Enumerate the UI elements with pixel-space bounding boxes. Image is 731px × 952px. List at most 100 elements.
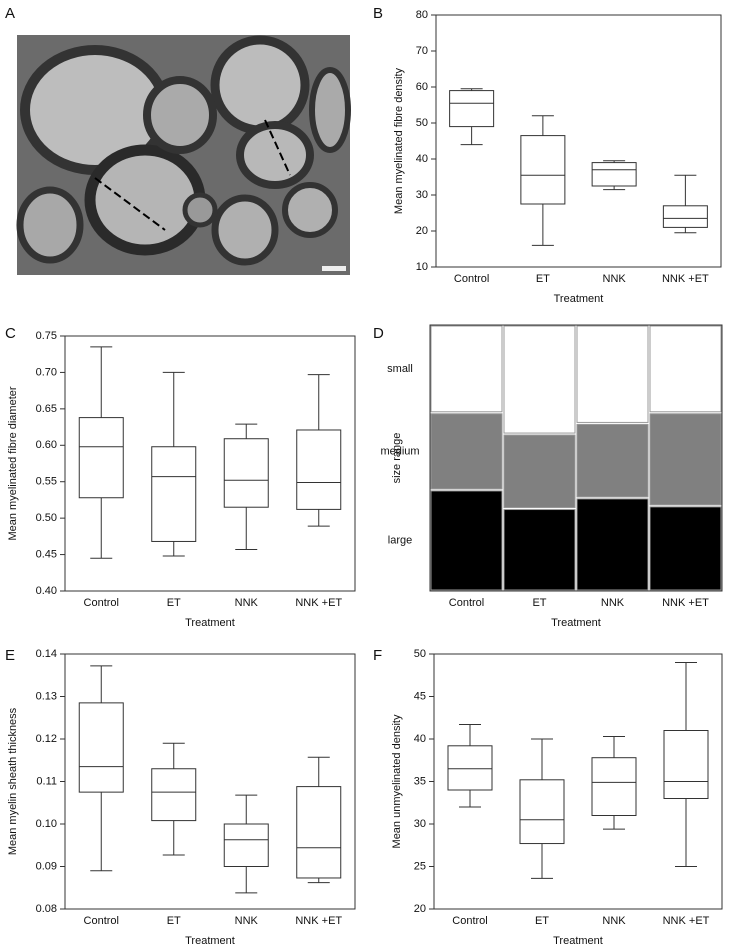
box — [151, 768, 197, 822]
box — [662, 205, 708, 228]
x-tick-label: ET — [167, 915, 181, 927]
box — [78, 702, 124, 793]
mosaic-cell — [430, 490, 503, 591]
plot-frame — [64, 335, 356, 592]
box — [520, 135, 566, 205]
mosaic-cell — [649, 506, 722, 591]
y-axis-label: Mean myelinated fibre density — [393, 67, 405, 214]
y-tick-label: 0.13 — [36, 690, 57, 702]
y-tick-label: 0.65 — [36, 403, 57, 415]
x-axis-label: Treatment — [553, 935, 603, 947]
mosaic-cell — [430, 413, 503, 490]
y-tick-label: 80 — [416, 9, 428, 21]
y-tick-label: 0.45 — [36, 548, 57, 560]
mosaic-cell — [576, 325, 649, 423]
box — [591, 162, 637, 187]
y-tick-label: 25 — [414, 860, 426, 872]
panel-label: B — [373, 5, 383, 22]
y-tick-label: 40 — [414, 733, 426, 745]
x-axis-label: Treatment — [185, 935, 235, 947]
x-tick-label: Control — [84, 915, 119, 927]
x-tick-label: Control — [452, 915, 487, 927]
box — [296, 786, 342, 879]
y-axis-label: Mean unmyelinated density — [391, 714, 403, 848]
mosaic-cell — [503, 434, 576, 509]
x-tick-label: NNK — [602, 915, 626, 927]
y-tick-label: 60 — [416, 81, 428, 93]
y-axis-label: size range — [391, 433, 403, 484]
x-tick-label: NNK +ET — [662, 597, 709, 609]
mosaic-cell — [503, 509, 576, 591]
x-tick-label: NNK +ET — [295, 915, 342, 927]
micrograph — [16, 35, 351, 275]
y-tick-label: 40 — [416, 153, 428, 165]
x-tick-label: NNK +ET — [663, 915, 710, 927]
mosaic-cell — [649, 325, 722, 413]
y-tick-label: 0.09 — [36, 860, 57, 872]
y-tick-label: 30 — [414, 818, 426, 830]
y-tick-label: 0.40 — [36, 585, 57, 597]
y-tick-label: 0.50 — [36, 512, 57, 524]
y-tick-label: 0.75 — [36, 330, 57, 342]
y-axis-label: Mean myelin sheath thickness — [7, 707, 19, 855]
y-tick-label: 50 — [416, 117, 428, 129]
y-tick-label: 10 — [416, 261, 428, 273]
mosaic-cell — [576, 423, 649, 498]
y-category-label: medium — [380, 445, 419, 457]
y-axis-label: Mean myelinated fibre diameter — [7, 386, 19, 540]
box — [151, 446, 197, 542]
y-tick-label: 45 — [414, 690, 426, 702]
box — [223, 823, 269, 867]
box — [447, 745, 493, 791]
x-tick-label: NNK — [235, 915, 259, 927]
x-tick-label: NNK +ET — [662, 273, 709, 285]
mosaic-cell — [649, 413, 722, 506]
x-tick-label: ET — [532, 597, 546, 609]
y-tick-label: 70 — [416, 45, 428, 57]
x-tick-label: Control — [449, 597, 484, 609]
x-axis-label: Treatment — [185, 617, 235, 629]
x-tick-label: Control — [84, 597, 119, 609]
plot-frame — [435, 14, 722, 268]
panel-label: E — [5, 647, 15, 664]
box — [591, 757, 637, 817]
x-tick-label: NNK — [601, 597, 625, 609]
x-tick-label: Control — [454, 273, 489, 285]
panel-label: F — [373, 647, 382, 664]
box — [449, 90, 495, 128]
x-tick-label: NNK — [235, 597, 259, 609]
box — [296, 429, 342, 510]
y-tick-label: 0.11 — [36, 775, 57, 787]
x-tick-label: ET — [167, 597, 181, 609]
y-category-label: small — [387, 363, 413, 375]
y-tick-label: 0.14 — [36, 648, 57, 660]
mosaic-cell — [576, 498, 649, 591]
y-tick-label: 50 — [414, 648, 426, 660]
y-tick-label: 30 — [416, 189, 428, 201]
x-tick-label: NNK — [603, 273, 627, 285]
panel-label: D — [373, 325, 384, 342]
y-tick-label: 0.08 — [36, 903, 57, 915]
y-tick-label: 0.70 — [36, 366, 57, 378]
box — [223, 438, 269, 508]
mosaic-cell — [503, 325, 576, 434]
plot-frame — [429, 324, 723, 592]
panel-label: C — [5, 325, 16, 342]
mosaic-cell — [430, 325, 503, 413]
box — [663, 730, 709, 799]
y-tick-label: 0.60 — [36, 439, 57, 451]
y-tick-label: 35 — [414, 775, 426, 787]
box — [78, 417, 124, 499]
y-tick-label: 0.10 — [36, 818, 57, 830]
x-axis-label: Treatment — [551, 617, 601, 629]
y-tick-label: 20 — [414, 903, 426, 915]
y-tick-label: 0.12 — [36, 733, 57, 745]
x-axis-label: Treatment — [554, 293, 604, 305]
y-tick-label: 20 — [416, 225, 428, 237]
y-category-label: large — [388, 534, 412, 546]
x-tick-label: NNK +ET — [295, 597, 342, 609]
x-tick-label: ET — [536, 273, 550, 285]
panel-label: A — [5, 5, 15, 22]
y-tick-label: 0.55 — [36, 476, 57, 488]
